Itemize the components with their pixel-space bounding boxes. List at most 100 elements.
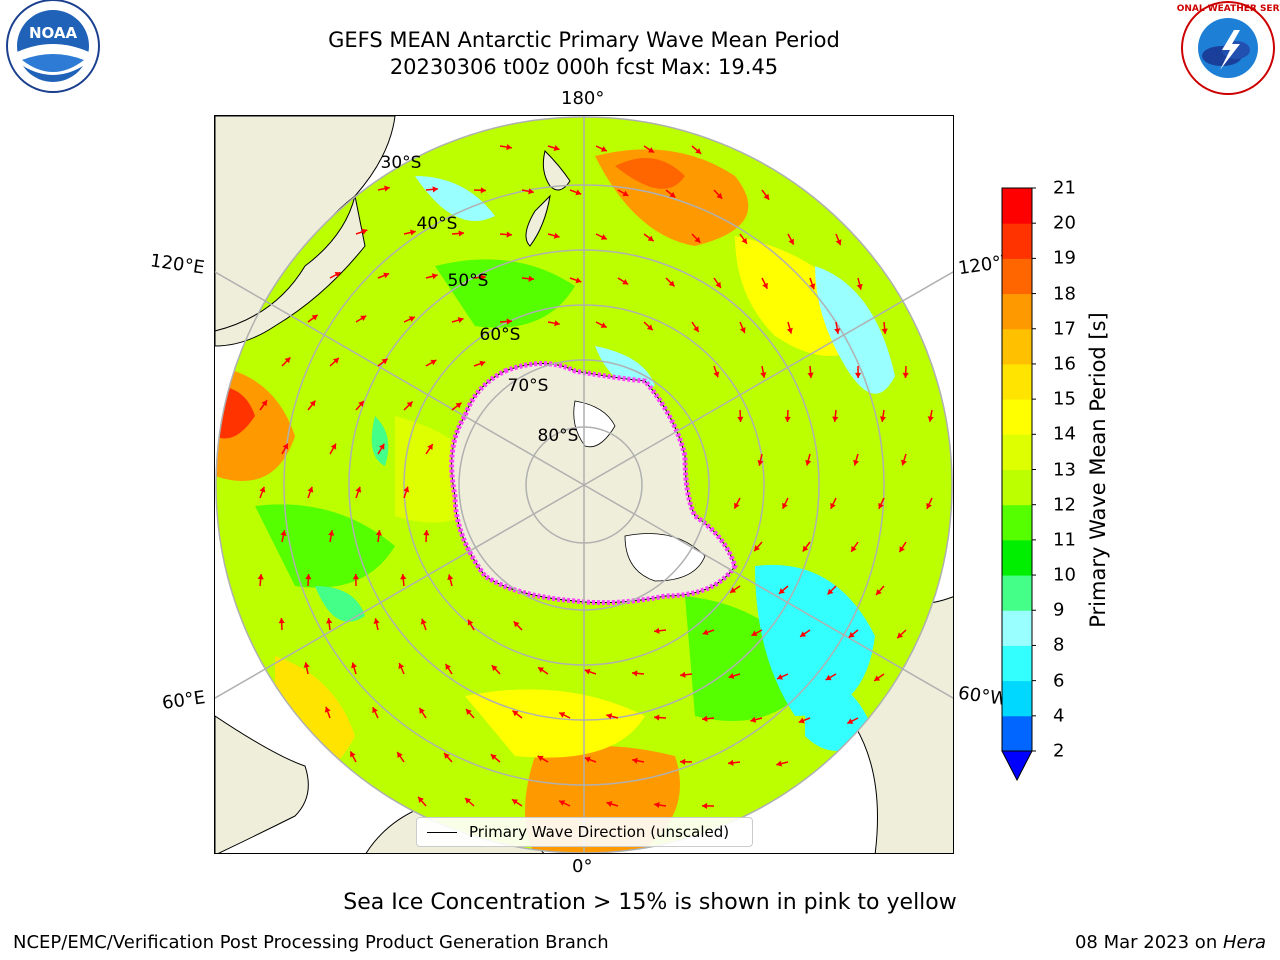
lat-label-30s: 30°S xyxy=(380,153,422,173)
direction-arrow xyxy=(729,585,741,594)
ronne-ice-shelf xyxy=(624,533,706,582)
direction-arrow xyxy=(878,497,885,510)
direction-arrow xyxy=(776,673,789,680)
colorbar-tick-label: 17 xyxy=(1053,318,1076,340)
colorbar-tick-label: 9 xyxy=(1053,599,1065,621)
direction-arrow xyxy=(278,617,285,631)
direction-arrow xyxy=(473,360,486,367)
direction-arrow xyxy=(400,573,407,587)
direction-arrow xyxy=(617,189,629,197)
colorbar-tick-label: 12 xyxy=(1053,494,1076,516)
colorbar-segment xyxy=(1002,504,1032,541)
direction-arrow xyxy=(355,228,368,235)
direction-arrow xyxy=(606,713,619,720)
map-subtitle: 20230306 t00z 000h fcst Max: 19.45 xyxy=(389,55,779,79)
direction-arrow xyxy=(902,365,909,379)
direction-arrow xyxy=(848,629,859,639)
colorbar-tick-label: 19 xyxy=(1053,247,1076,269)
lat-label-70s: 70°S xyxy=(507,376,549,396)
direction-arrow xyxy=(728,672,741,679)
colorbar-tick-label: 13 xyxy=(1053,459,1076,480)
direction-arrow xyxy=(856,277,863,290)
direction-arrow xyxy=(377,185,390,192)
direction-arrow xyxy=(733,497,741,509)
direction-arrow xyxy=(425,186,439,193)
credit-date: 08 Mar 2023 on xyxy=(1074,932,1223,953)
direction-arrow xyxy=(787,233,795,245)
new-zealand xyxy=(525,150,571,247)
direction-arrow xyxy=(584,668,597,675)
map-title: GEFS MEAN Antarctic Primary Wave Mean Pe… xyxy=(328,28,840,52)
direction-arrow xyxy=(303,662,310,675)
colorbar-segment xyxy=(1002,680,1032,717)
direction-arrow xyxy=(352,573,359,587)
direction-arrow xyxy=(898,541,907,553)
direction-arrow xyxy=(835,233,842,246)
colorbar-segment xyxy=(1002,223,1032,259)
direction-arrow xyxy=(537,755,549,763)
polar-map xyxy=(215,116,953,853)
direction-arrow xyxy=(873,673,885,682)
direction-arrow xyxy=(691,145,702,155)
colorbar-tick-label: 8 xyxy=(1053,634,1065,656)
direction-arrow xyxy=(355,400,365,411)
direction-arrow xyxy=(307,314,319,323)
direction-arrow xyxy=(375,530,382,543)
legend-line-sample xyxy=(427,832,457,833)
direction-arrow xyxy=(679,758,693,765)
direction-arrow xyxy=(654,801,667,809)
direction-arrow xyxy=(617,277,629,286)
direction-arrow xyxy=(547,145,560,151)
direction-arrow xyxy=(451,402,462,411)
colorbar-tick-label: 11 xyxy=(1053,529,1076,551)
colorbar-segment xyxy=(1002,188,1032,224)
colorbar-segment xyxy=(1002,469,1032,506)
direction-arrow xyxy=(713,365,720,378)
direction-arrow xyxy=(631,670,645,677)
direction-arrow xyxy=(879,409,886,422)
direction-arrow xyxy=(825,673,837,681)
colorbar-segment xyxy=(1002,715,1032,752)
direction-arrow xyxy=(281,356,291,367)
direction-arrow xyxy=(351,662,357,675)
colorbar-segment xyxy=(1002,328,1032,365)
colorbar-tick-label: 14 xyxy=(1053,423,1076,445)
direction-arrow xyxy=(473,274,487,281)
direction-arrow xyxy=(805,453,812,466)
direction-arrow xyxy=(757,453,764,466)
direction-arrow xyxy=(691,321,700,333)
direction-arrow xyxy=(569,277,582,284)
direction-arrow xyxy=(691,233,701,244)
direction-arrow xyxy=(499,144,512,151)
direction-arrow xyxy=(305,573,312,587)
direction-arrow xyxy=(776,760,789,767)
colorbar-segment xyxy=(1002,434,1032,470)
colorbar-title: Primary Wave Mean Period [s] xyxy=(1086,312,1110,628)
direction-arrow xyxy=(499,231,513,238)
direction-arrow xyxy=(778,585,789,595)
colorbar-tick-label: 4 xyxy=(1053,705,1065,727)
direction-arrow xyxy=(349,751,357,763)
direction-arrow xyxy=(403,229,416,236)
direction-arrow xyxy=(739,233,748,245)
lat-label-50s: 50°S xyxy=(447,271,489,291)
colorbar-under-triangle xyxy=(1001,750,1033,782)
credit-right: 08 Mar 2023 on Hera xyxy=(1075,932,1266,953)
colorbar-tick-label: 18 xyxy=(1053,283,1076,305)
direction-arrow xyxy=(875,585,885,596)
colorbar-segment xyxy=(1002,258,1032,295)
nws-logo-text: NATIONAL WEATHER SERVICE xyxy=(1176,4,1280,14)
direction-arrow xyxy=(781,497,789,510)
direction-arrow xyxy=(329,357,340,367)
lon-label-120e: 120°E xyxy=(148,250,206,279)
colorbar-tick-label: 16 xyxy=(1053,353,1076,375)
direction-arrow xyxy=(802,541,811,553)
direction-arrow xyxy=(425,273,438,280)
direction-arrow xyxy=(881,321,888,335)
direction-arrow xyxy=(307,486,314,499)
direction-arrow xyxy=(760,365,767,378)
direction-arrow xyxy=(558,800,571,807)
direction-arrow xyxy=(750,716,763,723)
direction-arrow xyxy=(417,796,427,807)
direction-arrow xyxy=(373,618,380,631)
